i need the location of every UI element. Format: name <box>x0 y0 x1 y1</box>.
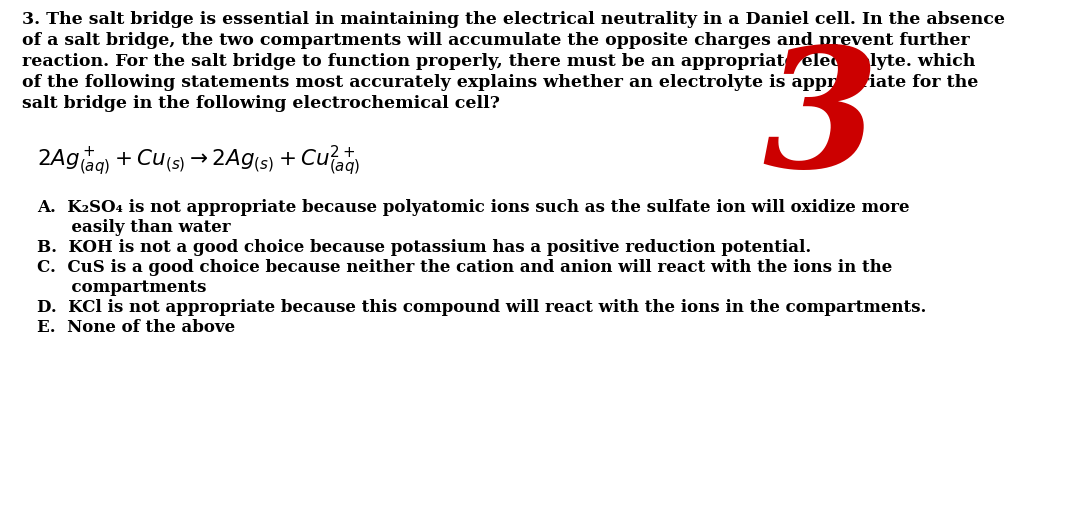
Text: of the following statements most accurately explains whether an electrolyte is a: of the following statements most accurat… <box>22 74 978 91</box>
Text: B.  KOH is not a good choice because potassium has a positive reduction potentia: B. KOH is not a good choice because pota… <box>37 239 811 256</box>
Text: reaction. For the salt bridge to function properly, there must be an appropriate: reaction. For the salt bridge to functio… <box>22 53 975 70</box>
Text: D.  KCl is not appropriate because this compound will react with the ions in the: D. KCl is not appropriate because this c… <box>37 299 927 316</box>
Text: easily than water: easily than water <box>37 219 231 236</box>
Text: $2Ag^+_{(aq)} + Cu_{(s)} \rightarrow 2Ag_{(s)} + Cu^{2+}_{(aq)}$: $2Ag^+_{(aq)} + Cu_{(s)} \rightarrow 2Ag… <box>37 144 361 178</box>
Text: compartments: compartments <box>37 279 206 296</box>
Text: salt bridge in the following electrochemical cell?: salt bridge in the following electrochem… <box>22 95 500 112</box>
Text: 3. The salt bridge is essential in maintaining the electrical neutrality in a Da: 3. The salt bridge is essential in maint… <box>22 11 1005 28</box>
Text: of a salt bridge, the two compartments will accumulate the opposite charges and : of a salt bridge, the two compartments w… <box>22 32 970 49</box>
Text: A.  K₂SO₄ is not appropriate because polyatomic ions such as the sulfate ion wil: A. K₂SO₄ is not appropriate because poly… <box>37 199 909 216</box>
Text: 3: 3 <box>762 41 878 202</box>
Text: C.  CuS is a good choice because neither the cation and anion will react with th: C. CuS is a good choice because neither … <box>37 259 892 276</box>
Text: E.  None of the above: E. None of the above <box>37 319 235 336</box>
